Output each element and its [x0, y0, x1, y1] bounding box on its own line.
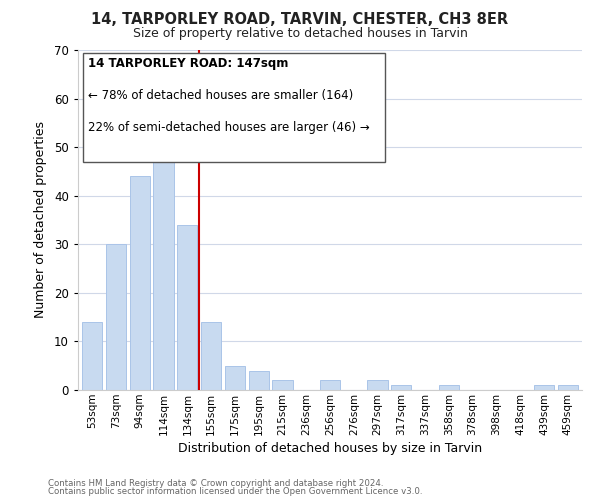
X-axis label: Distribution of detached houses by size in Tarvin: Distribution of detached houses by size … — [178, 442, 482, 455]
FancyBboxPatch shape — [83, 54, 385, 162]
Bar — [248, 370, 269, 390]
Bar — [320, 380, 340, 390]
Text: ← 78% of detached houses are smaller (164): ← 78% of detached houses are smaller (16… — [88, 89, 353, 102]
Text: 14, TARPORLEY ROAD, TARVIN, CHESTER, CH3 8ER: 14, TARPORLEY ROAD, TARVIN, CHESTER, CH3… — [91, 12, 509, 28]
Bar — [367, 380, 388, 390]
Bar — [439, 385, 459, 390]
Bar — [106, 244, 126, 390]
Text: Contains public sector information licensed under the Open Government Licence v3: Contains public sector information licen… — [48, 487, 422, 496]
Bar — [82, 322, 103, 390]
Bar — [225, 366, 245, 390]
Text: 22% of semi-detached houses are larger (46) →: 22% of semi-detached houses are larger (… — [88, 122, 370, 134]
Bar — [201, 322, 221, 390]
Text: Size of property relative to detached houses in Tarvin: Size of property relative to detached ho… — [133, 28, 467, 40]
Bar — [272, 380, 293, 390]
Bar — [557, 385, 578, 390]
Bar — [391, 385, 412, 390]
Bar — [154, 113, 173, 390]
Bar — [130, 176, 150, 390]
Y-axis label: Number of detached properties: Number of detached properties — [34, 122, 47, 318]
Text: 14 TARPORLEY ROAD: 147sqm: 14 TARPORLEY ROAD: 147sqm — [88, 57, 289, 70]
Text: Contains HM Land Registry data © Crown copyright and database right 2024.: Contains HM Land Registry data © Crown c… — [48, 478, 383, 488]
Bar — [177, 225, 197, 390]
Bar — [534, 385, 554, 390]
